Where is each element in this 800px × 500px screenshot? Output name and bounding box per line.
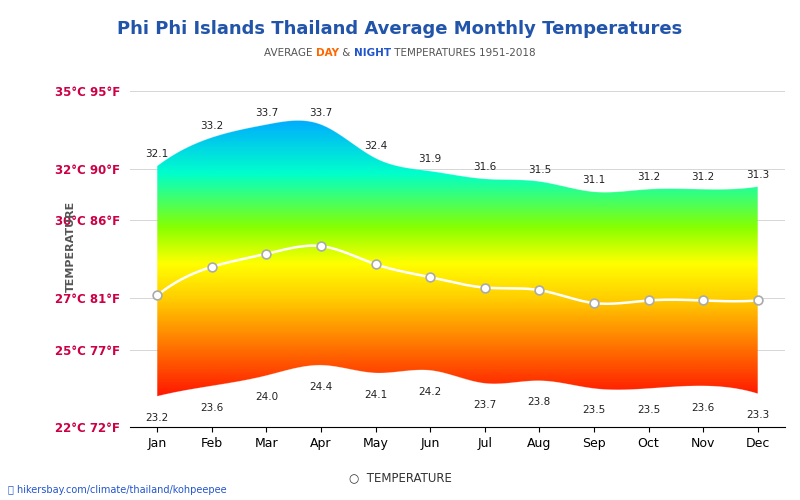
Text: TEMPERATURES 1951-2018: TEMPERATURES 1951-2018 [391, 48, 535, 58]
Text: 31.9: 31.9 [418, 154, 442, 164]
Point [478, 284, 491, 292]
Text: 23.8: 23.8 [528, 398, 551, 407]
Text: 31.2: 31.2 [637, 172, 660, 182]
Text: 24.0: 24.0 [255, 392, 278, 402]
Text: 24.4: 24.4 [310, 382, 333, 392]
Text: &: & [339, 48, 354, 58]
Text: DAY: DAY [316, 48, 339, 58]
Point [697, 296, 710, 304]
Text: NIGHT: NIGHT [354, 48, 391, 58]
Text: 33.2: 33.2 [200, 120, 223, 130]
Text: 🔗 hikersbay.com/climate/thailand/kohpeepee: 🔗 hikersbay.com/climate/thailand/kohpeep… [8, 485, 226, 495]
Point [260, 250, 273, 258]
Point [751, 296, 764, 304]
Text: 23.3: 23.3 [746, 410, 770, 420]
Text: ○  TEMPERATURE: ○ TEMPERATURE [349, 471, 451, 484]
Point [533, 286, 546, 294]
Text: 31.2: 31.2 [691, 172, 714, 182]
Text: 32.1: 32.1 [146, 149, 169, 159]
Text: TEMPERATURE: TEMPERATURE [66, 200, 76, 292]
Point [587, 299, 600, 307]
Text: 33.7: 33.7 [255, 108, 278, 118]
Text: 31.3: 31.3 [746, 170, 770, 179]
Point [642, 296, 655, 304]
Point [314, 242, 327, 250]
Text: 23.6: 23.6 [200, 402, 223, 412]
Text: 23.2: 23.2 [146, 413, 169, 423]
Text: 31.5: 31.5 [528, 164, 551, 174]
Text: AVERAGE: AVERAGE [265, 48, 316, 58]
Text: 23.6: 23.6 [691, 402, 714, 412]
Text: 24.1: 24.1 [364, 390, 387, 400]
Text: Phi Phi Islands Thailand Average Monthly Temperatures: Phi Phi Islands Thailand Average Monthly… [118, 20, 682, 38]
Point [151, 292, 164, 300]
Text: 31.6: 31.6 [473, 162, 497, 172]
Text: 31.1: 31.1 [582, 175, 606, 185]
Point [370, 260, 382, 268]
Text: 23.5: 23.5 [637, 405, 660, 415]
Text: 23.5: 23.5 [582, 405, 606, 415]
Point [206, 263, 218, 271]
Text: 24.2: 24.2 [418, 387, 442, 397]
Text: 23.7: 23.7 [473, 400, 497, 410]
Text: 33.7: 33.7 [310, 108, 333, 118]
Text: 32.4: 32.4 [364, 141, 387, 151]
Point [424, 273, 437, 281]
